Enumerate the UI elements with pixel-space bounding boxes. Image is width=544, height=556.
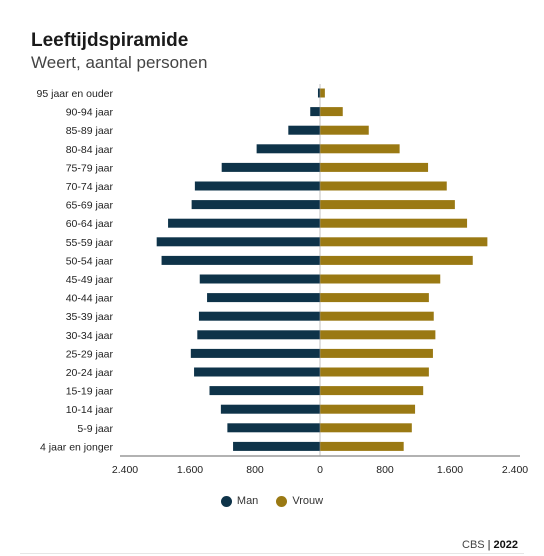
bar-vrouw-25-29-jaar bbox=[320, 348, 433, 358]
bar-man-45-49-jaar bbox=[199, 274, 320, 284]
legend-label-man: Man bbox=[236, 495, 259, 507]
x-tick-label-0: 2.400 bbox=[112, 464, 138, 476]
bar-vrouw-10-14-jaar bbox=[320, 404, 416, 414]
x-tick-label-3: 0 bbox=[317, 464, 323, 476]
bar-man-30-34-jaar bbox=[197, 330, 320, 340]
category-label-4-jaar-en-jonger: 4 jaar en jonger bbox=[40, 441, 113, 453]
bar-vrouw-5-9-jaar bbox=[320, 423, 412, 433]
legend-label-vrouw: Vrouw bbox=[292, 495, 324, 507]
bar-man-40-44-jaar bbox=[207, 293, 320, 303]
chart-subtitle: Weert, aantal personen bbox=[31, 53, 208, 72]
source-footer: CBS | 2022 bbox=[462, 539, 518, 551]
bar-man-70-74-jaar bbox=[194, 181, 320, 191]
category-label-45-49-jaar: 45-49 jaar bbox=[66, 274, 114, 286]
bar-man-35-39-jaar bbox=[198, 311, 320, 321]
bar-vrouw-90-94-jaar bbox=[320, 107, 343, 117]
bar-vrouw-70-74-jaar bbox=[320, 181, 447, 191]
bar-vrouw-80-84-jaar bbox=[320, 144, 400, 154]
x-tick-label-5: 1.600 bbox=[437, 464, 463, 476]
bar-man-90-94-jaar bbox=[310, 107, 320, 117]
bar-man-95-jaar-en-ouder bbox=[317, 88, 320, 98]
category-label-65-69-jaar: 65-69 jaar bbox=[66, 200, 114, 212]
chart-legend: Man Vrouw bbox=[0, 495, 544, 507]
category-label-60-64-jaar: 60-64 jaar bbox=[66, 218, 114, 230]
bar-man-15-19-jaar bbox=[209, 386, 320, 396]
x-tick-label-6: 2.400 bbox=[502, 464, 528, 476]
bar-man-20-24-jaar bbox=[194, 367, 320, 377]
legend-item-man: Man bbox=[220, 495, 259, 507]
category-label-35-39-jaar: 35-39 jaar bbox=[66, 311, 114, 323]
bar-man-60-64-jaar bbox=[168, 218, 320, 228]
bar-vrouw-35-39-jaar bbox=[320, 311, 434, 321]
bar-vrouw-50-54-jaar bbox=[320, 255, 473, 265]
bar-man-50-54-jaar bbox=[161, 255, 320, 265]
category-label-50-54-jaar: 50-54 jaar bbox=[66, 255, 114, 267]
legend-swatch-man bbox=[220, 495, 232, 507]
legend-swatch-vrouw bbox=[276, 495, 288, 507]
bar-man-85-89-jaar bbox=[288, 125, 320, 135]
bar-man-4-jaar-en-jonger bbox=[233, 441, 320, 451]
x-tick-label-2: 800 bbox=[246, 464, 264, 476]
category-label-25-29-jaar: 25-29 jaar bbox=[66, 348, 114, 360]
category-label-5-9-jaar: 5-9 jaar bbox=[77, 423, 113, 435]
source-label: CBS bbox=[462, 539, 485, 551]
bar-man-65-69-jaar bbox=[191, 200, 320, 210]
bar-man-75-79-jaar bbox=[221, 162, 320, 172]
source-year: 2022 bbox=[493, 539, 518, 551]
bar-vrouw-20-24-jaar bbox=[320, 367, 429, 377]
category-label-30-34-jaar: 30-34 jaar bbox=[66, 330, 114, 342]
bar-man-80-84-jaar bbox=[256, 144, 320, 154]
bar-vrouw-15-19-jaar bbox=[320, 386, 424, 396]
chart-title: Leeftijdspiramide bbox=[31, 30, 189, 51]
bar-man-10-14-jaar bbox=[220, 404, 320, 414]
population-pyramid-chart: 95 jaar en ouder 90-94 jaar 85-89 jaar 80-8… bbox=[37, 84, 528, 476]
bar-vrouw-95-jaar-en-ouder bbox=[320, 88, 325, 98]
category-label-75-79-jaar: 75-79 jaar bbox=[66, 162, 114, 174]
category-label-40-44-jaar: 40-44 jaar bbox=[66, 293, 114, 305]
category-label-20-24-jaar: 20-24 jaar bbox=[66, 367, 114, 379]
bar-vrouw-30-34-jaar bbox=[320, 330, 436, 340]
category-label-70-74-jaar: 70-74 jaar bbox=[66, 181, 114, 193]
category-label-15-19-jaar: 15-19 jaar bbox=[66, 386, 114, 398]
category-label-55-59-jaar: 55-59 jaar bbox=[66, 237, 114, 249]
bar-man-5-9-jaar bbox=[227, 423, 320, 433]
bottom-divider bbox=[20, 553, 524, 554]
category-label-90-94-jaar: 90-94 jaar bbox=[66, 107, 114, 119]
bar-vrouw-75-79-jaar bbox=[320, 162, 429, 172]
category-label-95-jaar-en-ouder: 95 jaar en ouder bbox=[37, 88, 114, 100]
bar-man-55-59-jaar bbox=[156, 237, 320, 247]
bar-vrouw-85-89-jaar bbox=[320, 125, 369, 135]
x-tick-label-1: 1.600 bbox=[177, 464, 203, 476]
bar-vrouw-60-64-jaar bbox=[320, 218, 468, 228]
bar-vrouw-4-jaar-en-jonger bbox=[320, 441, 404, 451]
bar-vrouw-45-49-jaar bbox=[320, 274, 441, 284]
category-label-80-84-jaar: 80-84 jaar bbox=[66, 144, 114, 156]
x-tick-label-4: 800 bbox=[376, 464, 394, 476]
category-label-10-14-jaar: 10-14 jaar bbox=[66, 404, 114, 416]
footer-separator: | bbox=[487, 539, 491, 551]
bar-man-25-29-jaar bbox=[190, 348, 320, 358]
legend-item-vrouw: Vrouw bbox=[276, 495, 323, 507]
bar-vrouw-55-59-jaar bbox=[320, 237, 488, 247]
bar-vrouw-40-44-jaar bbox=[320, 293, 429, 303]
category-label-85-89-jaar: 85-89 jaar bbox=[66, 125, 114, 137]
bar-vrouw-65-69-jaar bbox=[320, 200, 455, 210]
